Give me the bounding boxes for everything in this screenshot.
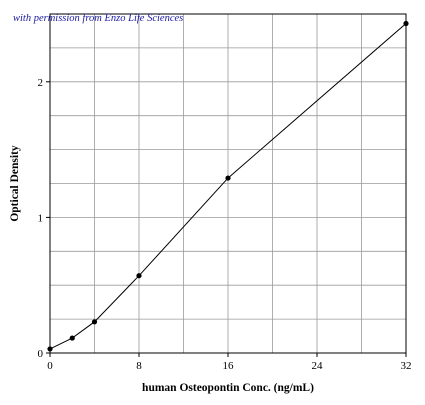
data-point: [47, 346, 53, 352]
y-axis-title: Optical Density: [9, 145, 21, 222]
x-tick-label: 32: [401, 360, 412, 372]
data-point: [91, 319, 98, 325]
data-point: [403, 20, 409, 27]
y-tick-label: 1: [38, 212, 44, 224]
y-tick-label: 2: [38, 77, 44, 89]
data-point: [225, 175, 231, 181]
series-line: [49, 23, 407, 350]
x-tick-label: 8: [136, 360, 142, 372]
x-tick-label: 24: [312, 360, 324, 372]
data-series: [47, 20, 409, 352]
axis-ticks: 0 8 16 24 32 0 1 2: [38, 77, 412, 372]
data-point: [69, 335, 75, 341]
x-axis-title: human Osteopontin Conc. (ng/mL): [142, 382, 314, 394]
x-tick-label: 0: [47, 360, 53, 372]
data-point: [136, 273, 142, 279]
watermark-text: with permission from Enzo Life Sciences: [13, 13, 183, 24]
x-tick-label: 16: [223, 360, 235, 372]
gridlines: [49, 13, 407, 354]
y-tick-label: 0: [38, 348, 44, 360]
